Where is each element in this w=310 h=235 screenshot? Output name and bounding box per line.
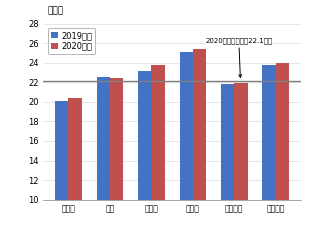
Legend: 2019年度, 2020年度: 2019年度, 2020年度 [47,28,95,54]
Text: 2020年度東京圈（22.1年）: 2020年度東京圈（22.1年） [205,38,272,77]
Bar [276,63,289,235]
Bar [193,49,206,235]
Bar [138,71,151,235]
Bar [110,78,123,235]
Text: （年）: （年） [48,7,64,16]
Bar [179,52,193,235]
Bar [97,77,110,235]
Bar [151,65,165,235]
Bar [55,101,69,235]
Bar [69,98,82,235]
Bar [263,65,276,235]
Bar [221,84,234,235]
Bar [234,83,247,235]
